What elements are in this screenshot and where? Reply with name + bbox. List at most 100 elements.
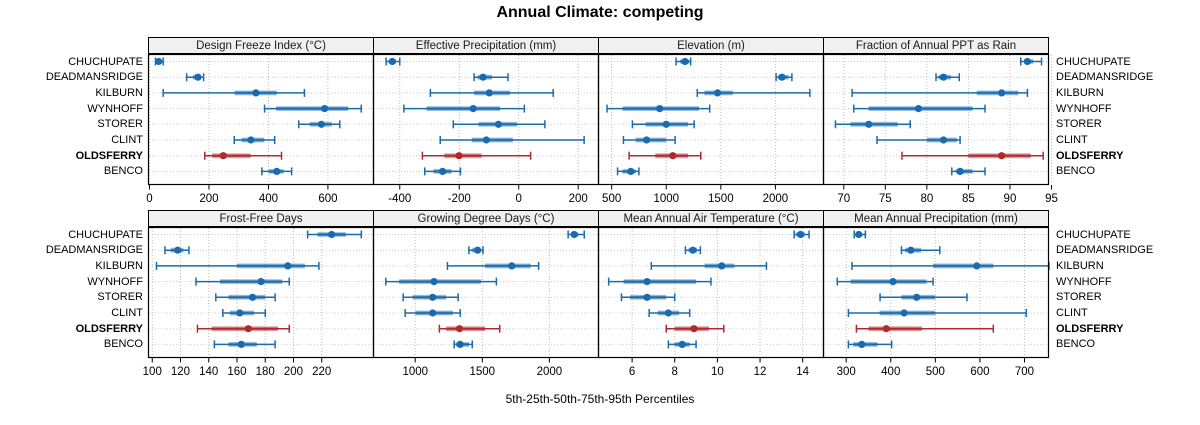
station-label-deadmansridge: DEADMANSRIDGE bbox=[45, 244, 143, 257]
station-label-deadmansridge: DEADMANSRIDGE bbox=[1056, 244, 1154, 257]
interval-deadmansridge bbox=[185, 73, 205, 82]
interval-benco bbox=[667, 340, 697, 349]
interval-deadmansridge bbox=[468, 246, 484, 255]
interval-storer bbox=[834, 120, 911, 129]
x-tick-label: 100 bbox=[143, 366, 162, 378]
interval-wynhoff bbox=[195, 277, 290, 286]
station-label-wynhoff: WYNHOFF bbox=[87, 275, 143, 288]
station-label-chuchupate: CHUCHUPATE bbox=[1056, 228, 1131, 241]
interval-oldsferry bbox=[628, 151, 702, 160]
percentile-caption: 5th-25th-50th-75th-95th Percentiles bbox=[505, 392, 695, 406]
panel-plot-mean-annual-air-temperature-c: 6 8 10 12 14 bbox=[597, 226, 825, 378]
interval-oldsferry bbox=[855, 324, 995, 333]
x-tick-label: 1000 bbox=[402, 366, 428, 378]
interval-oldsferry bbox=[421, 151, 532, 160]
interval-kilburn bbox=[851, 261, 1050, 270]
interval-clint bbox=[648, 309, 691, 317]
interval-chuchupate bbox=[385, 57, 401, 66]
station-label-storer: STORER bbox=[1056, 291, 1102, 304]
x-tick-label: 2000 bbox=[763, 193, 789, 205]
station-label-storer: STORER bbox=[97, 291, 143, 304]
interval-oldsferry bbox=[196, 324, 290, 333]
station-label-storer: STORER bbox=[1056, 118, 1102, 131]
interval-clint bbox=[222, 309, 266, 317]
x-tick-label: 10 bbox=[711, 366, 724, 378]
x-tick-label: 6 bbox=[629, 366, 635, 378]
interval-oldsferry bbox=[204, 151, 283, 160]
interval-deadmansridge bbox=[900, 246, 941, 255]
panel-strip-elevation-m: Elevation (m) bbox=[598, 37, 824, 54]
interval-wynhoff bbox=[836, 277, 934, 286]
x-tick-label: 400 bbox=[881, 366, 900, 378]
station-label-wynhoff: WYNHOFF bbox=[1056, 102, 1112, 115]
x-tick-label: 160 bbox=[227, 366, 246, 378]
interval-storer bbox=[620, 293, 676, 302]
x-tick-label: 95 bbox=[1045, 193, 1058, 205]
interval-storer bbox=[452, 120, 546, 129]
panel-plot-growing-degree-days-c: 1000 1500 2000 bbox=[372, 226, 600, 378]
interval-deadmansridge bbox=[164, 246, 190, 255]
x-tick-label: 70 bbox=[837, 193, 850, 205]
interval-wynhoff bbox=[403, 104, 526, 113]
interval-chuchupate bbox=[853, 230, 867, 239]
interval-benco bbox=[847, 340, 893, 349]
panel-strip-mean-annual-air-temperature-c: Mean Annual Air Temperature (°C) bbox=[598, 210, 824, 227]
figure-title: Annual Climate: competing bbox=[496, 4, 704, 21]
x-tick-label: 8 bbox=[672, 366, 678, 378]
station-label-benco: BENCO bbox=[1056, 338, 1096, 351]
interval-storer bbox=[402, 293, 459, 302]
panel-strip-mean-annual-precipitation-mm: Mean Annual Precipitation (mm) bbox=[823, 210, 1049, 227]
x-tick-label: 200 bbox=[569, 193, 588, 205]
panel-strip-design-freeze-index-c: Design Freeze Index (°C) bbox=[148, 37, 374, 54]
interval-clint bbox=[404, 309, 461, 317]
interval-chuchupate bbox=[675, 57, 692, 66]
x-tick-label: 75 bbox=[879, 193, 892, 205]
x-tick-label: 200 bbox=[199, 193, 218, 205]
x-tick-label: 1000 bbox=[653, 193, 679, 205]
interval-storer bbox=[631, 120, 695, 129]
panel-strip-growing-degree-days-c: Growing Degree Days (°C) bbox=[373, 210, 599, 227]
interval-benco bbox=[423, 167, 462, 176]
station-label-chuchupate: CHUCHUPATE bbox=[1056, 55, 1131, 68]
x-tick-label: 600 bbox=[318, 193, 337, 205]
interval-benco bbox=[261, 167, 293, 176]
station-label-chuchupate: CHUCHUPATE bbox=[68, 55, 143, 68]
station-label-oldsferry: OLDSFERRY bbox=[75, 322, 143, 335]
interval-deadmansridge bbox=[775, 73, 793, 82]
x-tick-label: 1500 bbox=[708, 193, 734, 205]
x-tick-label: 300 bbox=[837, 366, 856, 378]
interval-kilburn bbox=[429, 88, 554, 97]
interval-chuchupate bbox=[154, 57, 164, 66]
x-tick-label: 85 bbox=[962, 193, 975, 205]
interval-kilburn bbox=[851, 88, 1029, 97]
x-tick-label: 180 bbox=[256, 366, 275, 378]
x-tick-label: 140 bbox=[199, 366, 218, 378]
interval-benco bbox=[213, 340, 276, 349]
station-label-benco: BENCO bbox=[1056, 165, 1096, 178]
panel-plot-effective-precipitation-mm: -400 -200 0 200 bbox=[372, 53, 600, 205]
station-label-wynhoff: WYNHOFF bbox=[87, 102, 143, 115]
station-label-oldsferry: OLDSFERRY bbox=[1056, 322, 1124, 335]
interval-clint bbox=[439, 136, 585, 144]
interval-clint bbox=[622, 136, 676, 144]
x-tick-label: 1500 bbox=[470, 366, 496, 378]
interval-wynhoff bbox=[263, 104, 362, 113]
interval-wynhoff bbox=[606, 104, 711, 113]
x-tick-label: 600 bbox=[970, 366, 989, 378]
x-tick-label: 500 bbox=[602, 193, 621, 205]
station-label-benco: BENCO bbox=[103, 165, 143, 178]
station-label-clint: CLINT bbox=[111, 134, 143, 146]
interval-chuchupate bbox=[567, 230, 585, 239]
x-tick-label: -200 bbox=[448, 193, 471, 205]
x-tick-label: 2000 bbox=[537, 366, 563, 378]
interval-chuchupate bbox=[793, 230, 810, 239]
interval-deadmansridge bbox=[473, 73, 509, 82]
x-tick-label: 500 bbox=[926, 366, 945, 378]
interval-wynhoff bbox=[852, 104, 986, 113]
interval-kilburn bbox=[162, 88, 306, 97]
interval-kilburn bbox=[696, 88, 811, 97]
interval-storer bbox=[298, 120, 341, 129]
station-label-clint: CLINT bbox=[1056, 307, 1088, 319]
interval-kilburn bbox=[650, 261, 768, 270]
